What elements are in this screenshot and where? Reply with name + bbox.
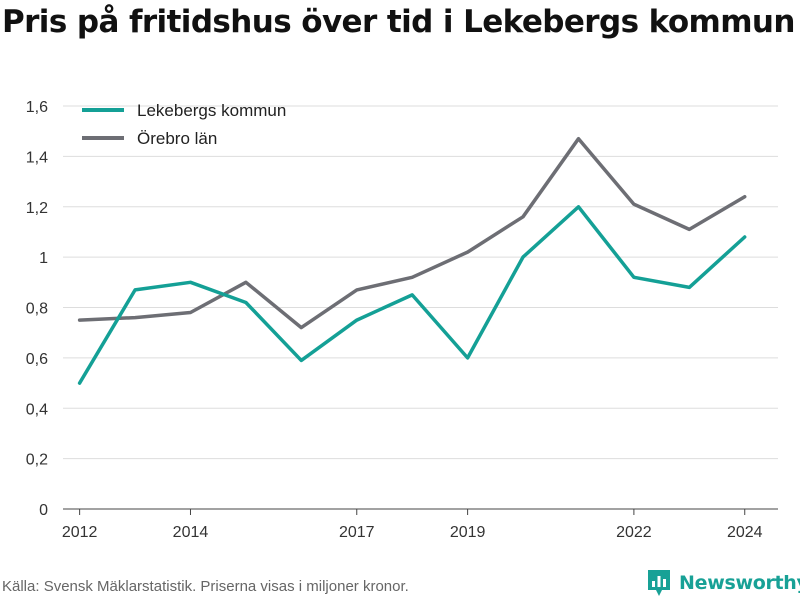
bar-chart-logo-icon <box>648 570 670 596</box>
chart-title: Pris på fritidshus över tid i Lekebergs … <box>2 4 795 40</box>
line-chart: 0 0,2 0,4 0,6 0,8 1 1,2 1,4 1,6 2012 2014 2017 2019… <box>26 99 778 541</box>
series-line <box>77 205 747 385</box>
legend: Lekebergs kommun Örebro län <box>82 101 286 148</box>
series-line <box>77 136 747 330</box>
legend-label: Örebro län <box>137 129 217 148</box>
y-tick-label: 1,4 <box>26 149 48 166</box>
y-tick-label: 0 <box>39 502 48 519</box>
y-tick-label: 0,8 <box>26 301 48 318</box>
x-tick-label: 2024 <box>727 524 763 541</box>
x-tick-label: 2022 <box>616 524 652 541</box>
brand-name: Newsworthy <box>679 572 800 594</box>
x-tick-label: 2012 <box>62 524 98 541</box>
legend-label: Lekebergs kommun <box>137 101 286 120</box>
x-tick-label: 2014 <box>173 524 209 541</box>
y-tick-label: 0,2 <box>26 452 48 469</box>
y-tick-label: 0,6 <box>26 351 48 368</box>
x-tick-label: 2019 <box>450 524 486 541</box>
series-lines <box>77 136 747 385</box>
y-tick-label: 0,4 <box>26 401 48 418</box>
y-tick-label: 1,6 <box>26 99 48 116</box>
x-axis: 2012 2014 2017 2019 2022 2024 <box>62 509 763 541</box>
y-tick-label: 1,2 <box>26 200 48 217</box>
brand-logo: Newsworthy <box>646 568 800 598</box>
grid-lines <box>63 105 778 510</box>
y-tick-label: 1 <box>39 250 48 267</box>
x-tick-label: 2017 <box>339 524 375 541</box>
y-axis: 0 0,2 0,4 0,6 0,8 1 1,2 1,4 1,6 <box>26 99 48 519</box>
source-note: Källa: Svensk Mäklarstatistik. Priserna … <box>2 578 409 595</box>
